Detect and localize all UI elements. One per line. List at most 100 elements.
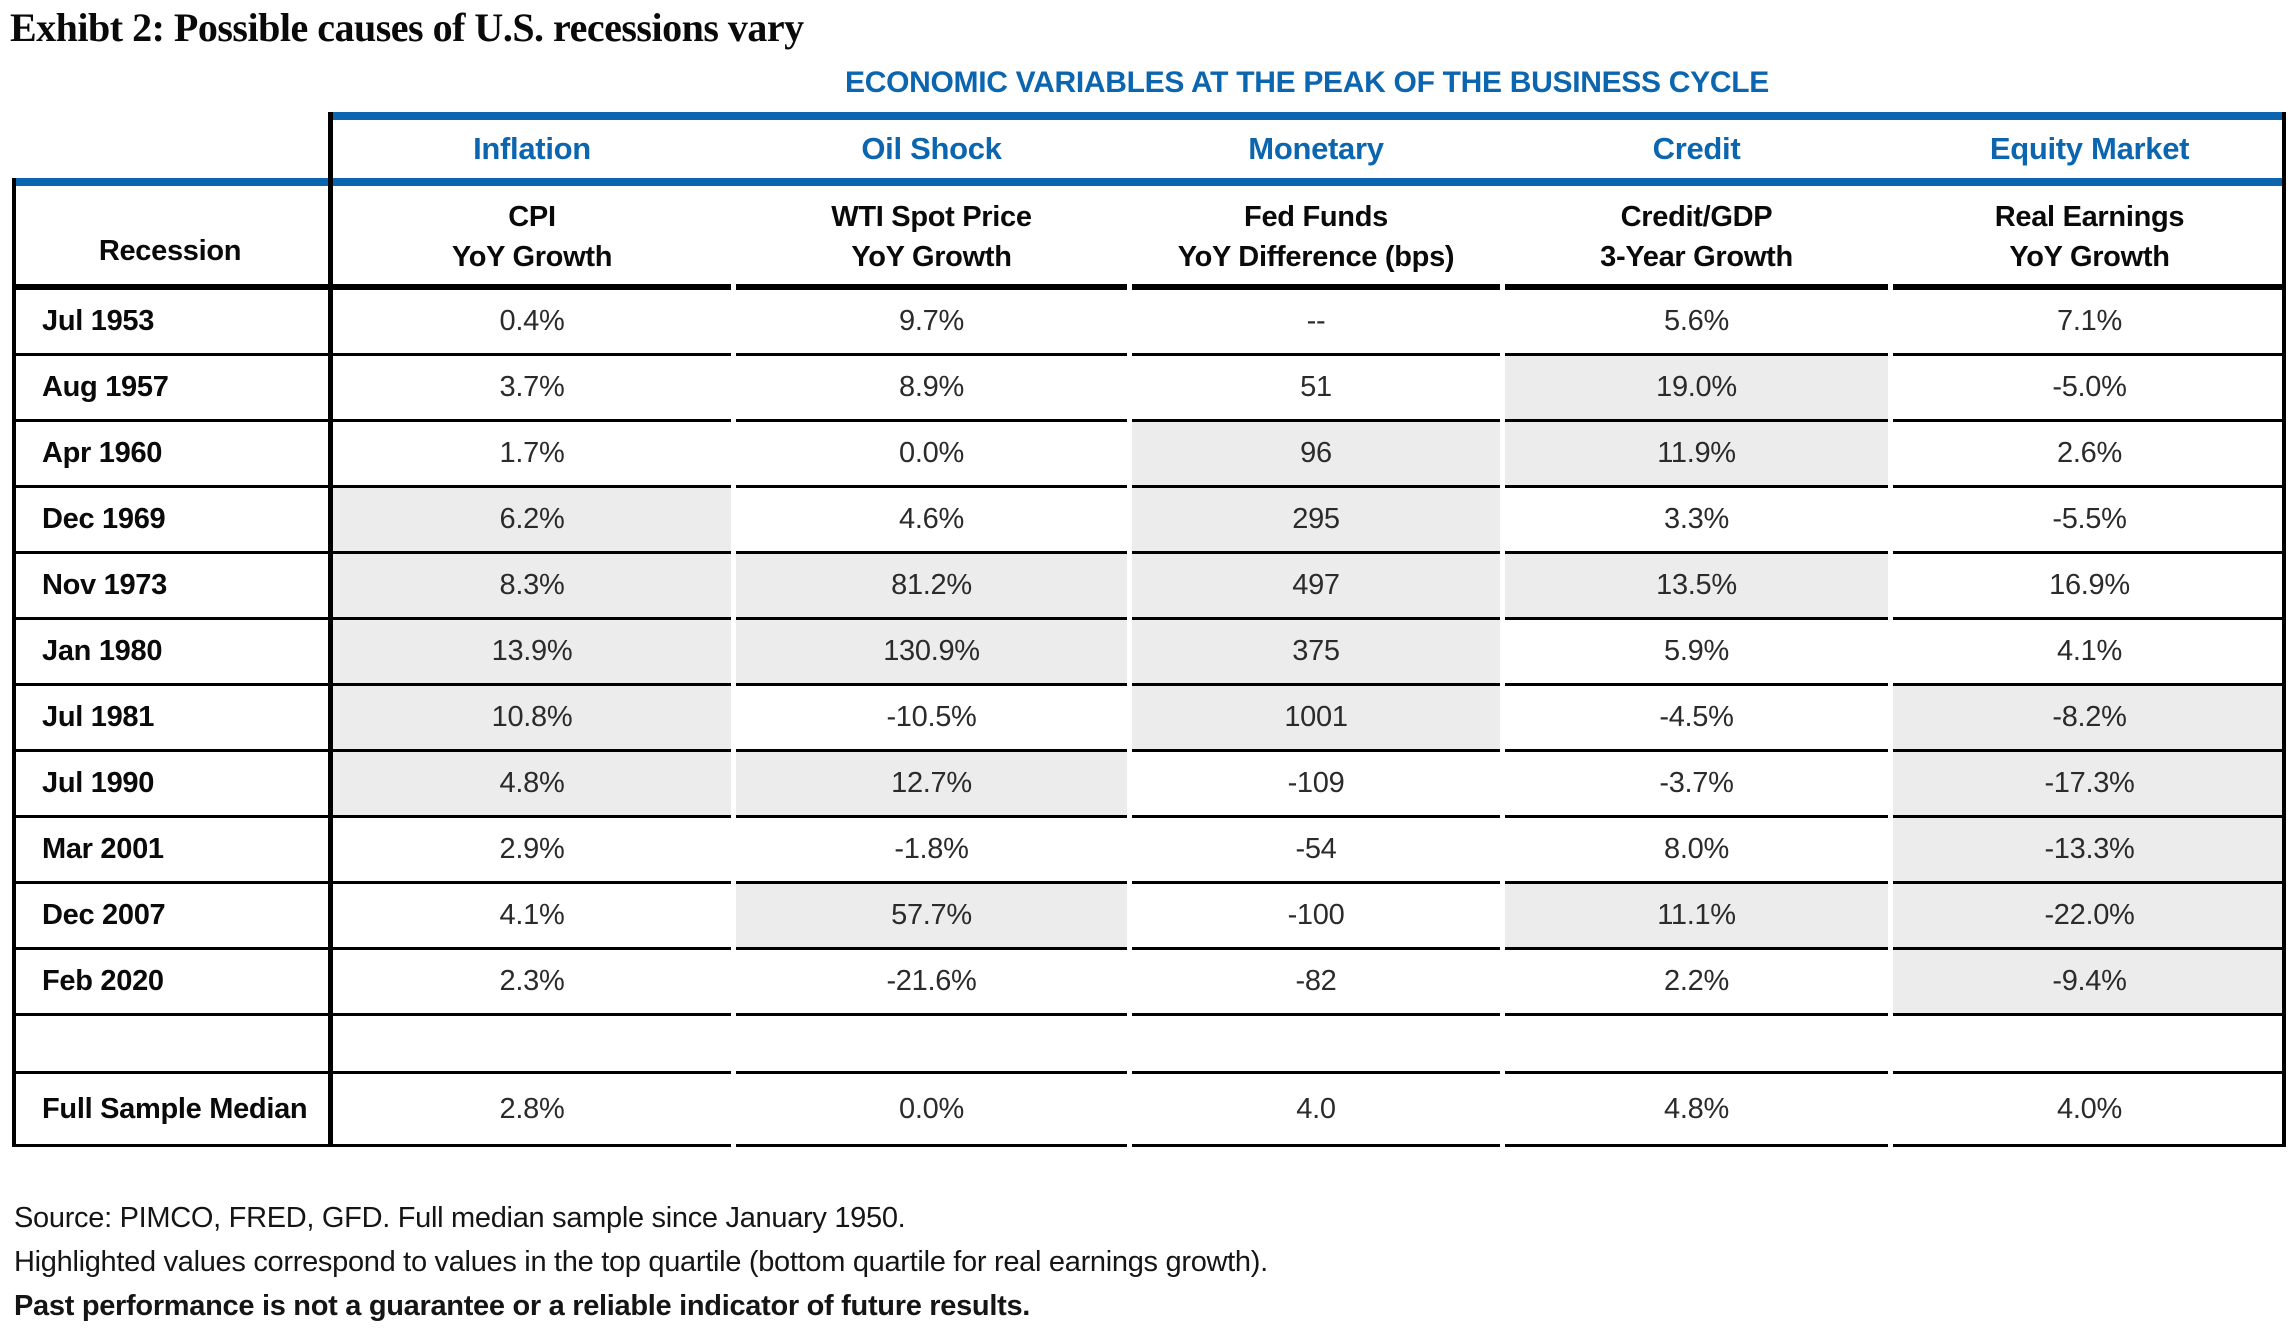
- table-row: Jul 1990 4.8% 12.7% -109 -3.7% -17.3%: [12, 752, 2286, 818]
- value-cell: 13.9%: [333, 620, 731, 686]
- value-cell: 295: [1132, 488, 1500, 554]
- value-cell: -3.7%: [1505, 752, 1888, 818]
- recession-column-divider: [328, 112, 333, 1147]
- median-row: Full Sample Median 2.8% 0.0% 4.0 4.8% 4.…: [12, 1074, 2286, 1147]
- value-cell: 6.2%: [333, 488, 731, 554]
- subheader-line2: YoY Growth: [2009, 241, 2170, 273]
- value-cell: 130.9%: [736, 620, 1127, 686]
- value-cell: 375: [1132, 620, 1500, 686]
- value-cell: -22.0%: [1893, 884, 2286, 950]
- value-cell: 2.9%: [333, 818, 731, 884]
- row-label: Feb 2020: [12, 950, 328, 1016]
- value-cell: -82: [1132, 950, 1500, 1016]
- footnote-highlight-note: Highlighted values correspond to values …: [14, 1246, 1268, 1278]
- blue-rule-top: [328, 112, 2286, 120]
- subheader-real-earnings: Real Earnings YoY Growth: [1893, 186, 2286, 290]
- value-cell: -17.3%: [1893, 752, 2286, 818]
- table-row: Jul 1981 10.8% -10.5% 1001 -4.5% -8.2%: [12, 686, 2286, 752]
- subheader-line1: WTI Spot Price: [831, 201, 1032, 233]
- table-row: Mar 2001 2.9% -1.8% -54 8.0% -13.3%: [12, 818, 2286, 884]
- footnotes: Source: PIMCO, FRED, GFD. Full median sa…: [14, 1196, 1268, 1328]
- table-left-border: [12, 178, 16, 1147]
- value-cell: 4.1%: [333, 884, 731, 950]
- row-label: Nov 1973: [12, 554, 328, 620]
- value-cell: 10.8%: [333, 686, 731, 752]
- group-header-spacer: [12, 120, 328, 178]
- median-wti: 0.0%: [736, 1074, 1127, 1147]
- table-row: Feb 2020 2.3% -21.6% -82 2.2% -9.4%: [12, 950, 2286, 1016]
- median-credit-gdp: 4.8%: [1505, 1074, 1888, 1147]
- median-row-label: Full Sample Median: [12, 1074, 328, 1147]
- group-header-row: Inflation Oil Shock Monetary Credit Equi…: [12, 120, 2286, 178]
- row-label: Dec 1969: [12, 488, 328, 554]
- value-cell: 51: [1132, 356, 1500, 422]
- group-header-inflation: Inflation: [473, 131, 591, 166]
- table-row: Jan 1980 13.9% 130.9% 375 5.9% 4.1%: [12, 620, 2286, 686]
- value-cell: -9.4%: [1893, 950, 2286, 1016]
- value-cell: 0.4%: [333, 290, 731, 356]
- table-row: Aug 1957 3.7% 8.9% 51 19.0% -5.0%: [12, 356, 2286, 422]
- value-cell: 81.2%: [736, 554, 1127, 620]
- subheader-line2: YoY Growth: [451, 241, 613, 273]
- value-cell: 1001: [1132, 686, 1500, 752]
- subheader-line1: Fed Funds: [1244, 201, 1388, 233]
- value-cell: -54: [1132, 818, 1500, 884]
- value-cell: 11.1%: [1505, 884, 1888, 950]
- value-cell: -1.8%: [736, 818, 1127, 884]
- row-label: Jul 1990: [12, 752, 328, 818]
- row-label: Dec 2007: [12, 884, 328, 950]
- group-header-credit: Credit: [1652, 131, 1741, 166]
- value-cell: 4.8%: [333, 752, 731, 818]
- row-label: Jul 1953: [12, 290, 328, 356]
- subheader-line2: YoY Difference (bps): [1177, 241, 1455, 273]
- group-header-equity-market: Equity Market: [1989, 131, 2190, 166]
- table-row: Apr 1960 1.7% 0.0% 96 11.9% 2.6%: [12, 422, 2286, 488]
- footnote-disclaimer: Past performance is not a guarantee or a…: [14, 1290, 1031, 1322]
- value-cell: 5.9%: [1505, 620, 1888, 686]
- value-cell: -8.2%: [1893, 686, 2286, 752]
- value-cell: 497: [1132, 554, 1500, 620]
- blue-rule-middle: [12, 178, 2286, 186]
- subheader-line1: Credit/GDP: [1620, 201, 1773, 233]
- table-row: Dec 1969 6.2% 4.6% 295 3.3% -5.5%: [12, 488, 2286, 554]
- value-cell: 96: [1132, 422, 1500, 488]
- value-cell: 57.7%: [736, 884, 1127, 950]
- median-fed-funds: 4.0: [1132, 1074, 1500, 1147]
- value-cell: -109: [1132, 752, 1500, 818]
- table-right-border: [2282, 112, 2286, 1147]
- value-cell: 9.7%: [736, 290, 1127, 356]
- value-cell: -100: [1132, 884, 1500, 950]
- value-cell: 4.6%: [736, 488, 1127, 554]
- table-row: Dec 2007 4.1% 57.7% -100 11.1% -22.0%: [12, 884, 2286, 950]
- group-header-oil-shock: Oil Shock: [861, 131, 1002, 166]
- value-cell: 8.9%: [736, 356, 1127, 422]
- value-cell: --: [1132, 290, 1500, 356]
- subheader-cpi: CPI YoY Growth: [333, 186, 731, 290]
- table-rows: Jul 1953 0.4% 9.7% -- 5.6% 7.1% Aug 1957 3.7% 8.…: [12, 290, 2286, 1016]
- subheader-row: Recession CPI YoY Growth WTI Spot Price …: [12, 186, 2286, 290]
- value-cell: -21.6%: [736, 950, 1127, 1016]
- row-label: Aug 1957: [12, 356, 328, 422]
- value-cell: 8.3%: [333, 554, 731, 620]
- value-cell: 0.0%: [736, 422, 1127, 488]
- value-cell: -5.0%: [1893, 356, 2286, 422]
- value-cell: 3.3%: [1505, 488, 1888, 554]
- table-row: Jul 1953 0.4% 9.7% -- 5.6% 7.1%: [12, 290, 2286, 356]
- row-label: Mar 2001: [12, 818, 328, 884]
- group-header-monetary: Monetary: [1248, 131, 1384, 166]
- median-cpi: 2.8%: [333, 1074, 731, 1147]
- exhibit-title: Exhibt 2: Possible causes of U.S. recess…: [10, 5, 804, 50]
- value-cell: 19.0%: [1505, 356, 1888, 422]
- value-cell: -4.5%: [1505, 686, 1888, 752]
- subheader-line2: 3-Year Growth: [1600, 241, 1793, 273]
- table-banner: ECONOMIC VARIABLES AT THE PEAK OF THE BU…: [845, 66, 1769, 99]
- value-cell: 2.6%: [1893, 422, 2286, 488]
- value-cell: 2.3%: [333, 950, 731, 1016]
- value-cell: 5.6%: [1505, 290, 1888, 356]
- value-cell: -13.3%: [1893, 818, 2286, 884]
- value-cell: 2.2%: [1505, 950, 1888, 1016]
- subheader-line1: CPI: [508, 201, 556, 233]
- subheader-line2: YoY Growth: [851, 241, 1012, 273]
- exhibit-table: Inflation Oil Shock Monetary Credit Equi…: [12, 112, 2286, 1147]
- value-cell: 7.1%: [1893, 290, 2286, 356]
